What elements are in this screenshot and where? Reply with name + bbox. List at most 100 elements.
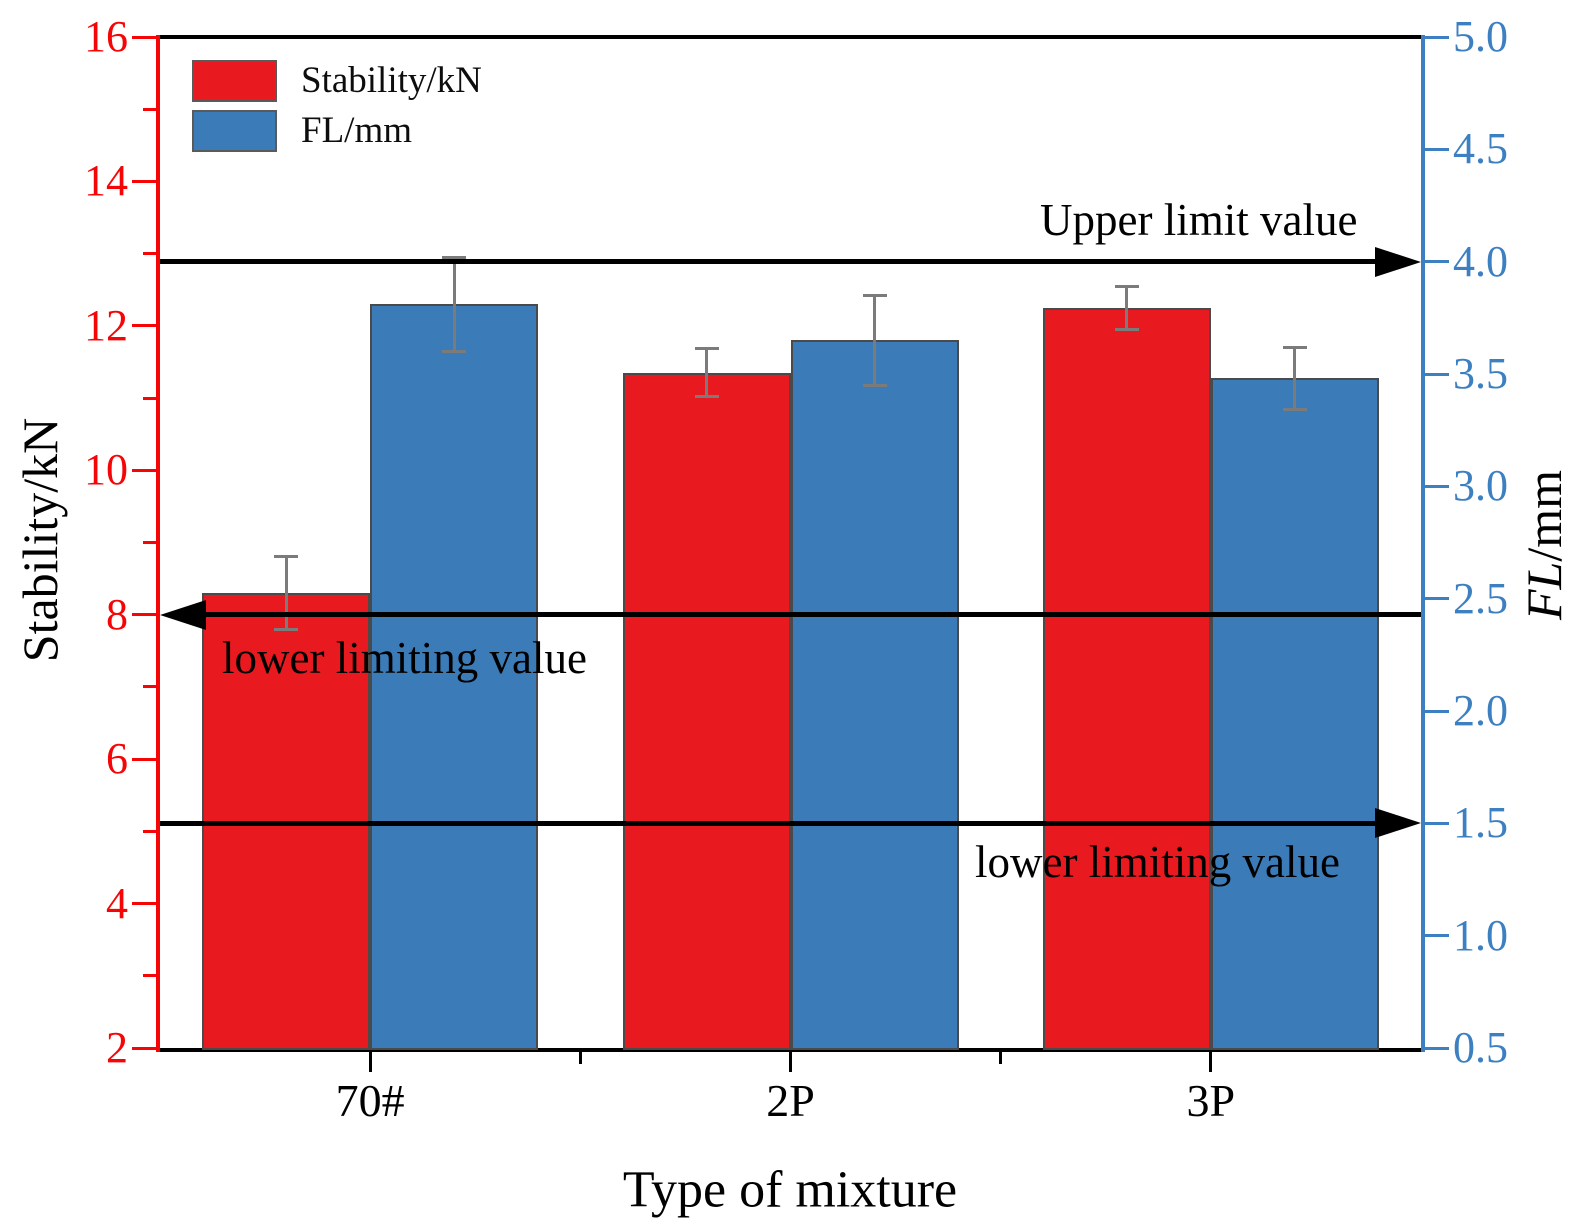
error-bar-cap-bottom [694, 395, 719, 399]
fl-lower-limit-line-arrowhead [1375, 808, 1421, 839]
left-axis-minor-tick [143, 829, 156, 833]
x-axis-tick-label: 70# [335, 1075, 405, 1126]
right-axis-tick-label: 4.0 [1453, 236, 1508, 286]
right-axis-major-tick [1425, 597, 1449, 601]
error-bar-cap-top [1282, 345, 1307, 349]
plot-frame-top [156, 35, 1425, 39]
left-axis-line [156, 35, 160, 1052]
right-axis-tick-label: 1.5 [1453, 798, 1508, 848]
left-axis-tick-label: 12 [84, 300, 128, 350]
bar-stability-kn-3p [1042, 307, 1211, 1050]
left-axis-major-tick [132, 1046, 156, 1050]
error-bar-cap-top [442, 255, 467, 259]
right-axis-tick-label: 3.0 [1453, 461, 1508, 511]
bar-fl-mm-3p [1210, 378, 1379, 1050]
left-axis-tick-label: 8 [106, 589, 128, 639]
left-axis-major-tick [132, 468, 156, 472]
x-axis-label: Type of mixture [622, 1161, 958, 1219]
x-axis-minor-tick [578, 1052, 582, 1064]
right-axis-label: FL/mm [1515, 470, 1573, 620]
left-axis-tick-label: 4 [106, 878, 128, 928]
right-axis-line [1421, 35, 1425, 1052]
legend-item-fl: FL/mm [192, 106, 482, 156]
error-bar-2p [705, 348, 708, 397]
left-axis-minor-tick [143, 685, 156, 689]
error-bar-3p [1125, 286, 1129, 330]
right-axis-major-tick [1425, 35, 1449, 39]
left-axis-tick-label: 2 [106, 1023, 128, 1072]
upper-limit-line-arrowhead [1375, 246, 1421, 277]
left-axis-major-tick [132, 35, 156, 39]
error-bar-cap-top [862, 293, 887, 297]
right-axis-tick-label: 0.5 [1453, 1023, 1508, 1072]
right-axis-major-tick [1425, 821, 1449, 825]
left-axis-major-tick [132, 324, 156, 328]
bar-fl-mm-70 [370, 304, 539, 1050]
legend-swatch-fl [192, 110, 277, 152]
right-axis-label-italic-part: FL [1516, 561, 1572, 621]
left-axis-minor-tick [143, 396, 156, 400]
legend-label-fl: FL/mm [301, 110, 413, 151]
right-axis-major-tick [1425, 484, 1449, 488]
left-axis-major-tick [132, 902, 156, 906]
left-axis-tick-label: 14 [84, 156, 128, 206]
legend-swatch-stability [192, 60, 277, 102]
left-axis-tick-label: 6 [106, 734, 128, 784]
right-axis-tick-label: 2.5 [1453, 573, 1508, 623]
left-axis-tick-label: 10 [84, 445, 128, 495]
left-axis-minor-tick [143, 974, 156, 978]
left-axis-major-tick [132, 757, 156, 761]
x-axis-tick-label: 3P [1186, 1075, 1236, 1126]
right-axis-major-tick [1425, 147, 1449, 151]
error-bar-cap-bottom [862, 383, 887, 387]
bar-fl-mm-2p [790, 340, 959, 1050]
error-bar-cap-top [1114, 284, 1139, 288]
right-axis-tick-label: 1.0 [1453, 910, 1508, 960]
left-axis-minor-tick [143, 541, 156, 544]
right-axis-tick-label: 3.5 [1453, 349, 1508, 398]
right-axis-major-tick [1425, 1046, 1449, 1050]
stability-lower-limit-line-arrowhead [160, 599, 206, 630]
right-axis-major-tick [1425, 934, 1449, 938]
right-axis-tick-label: 2.0 [1453, 686, 1508, 735]
error-bar-cap-bottom [442, 350, 467, 354]
error-bar-3p [1293, 347, 1297, 410]
x-axis-major-tick [789, 1052, 792, 1072]
right-axis-tick-label: 5.0 [1453, 12, 1508, 61]
fl-lower-limit-line [160, 820, 1377, 826]
x-axis-major-tick [368, 1052, 372, 1072]
error-bar-70 [452, 257, 456, 352]
right-axis-label-unit-part: /mm [1516, 469, 1572, 562]
stability-lower-limit-label: lower limiting value [222, 633, 587, 683]
error-bar-70 [284, 556, 288, 630]
error-bar-cap-bottom [1114, 327, 1139, 331]
x-axis-major-tick [1209, 1052, 1213, 1072]
legend-label-stability: Stability/kN [301, 60, 482, 101]
x-axis-minor-tick [999, 1052, 1003, 1064]
x-axis-tick-label: 2P [766, 1075, 815, 1126]
left-axis-label: Stability/kN [12, 417, 68, 663]
legend-item-stability: Stability/kN [192, 56, 482, 106]
error-bar-2p [873, 295, 876, 386]
right-axis-major-tick [1425, 260, 1449, 264]
upper-limit-label: Upper limit value [1040, 195, 1358, 245]
left-axis-major-tick [132, 179, 156, 183]
left-axis-major-tick [132, 613, 156, 617]
right-axis-tick-label: 4.5 [1453, 124, 1508, 174]
left-axis-minor-tick [143, 252, 156, 256]
bar-stability-kn-2p [622, 372, 791, 1050]
error-bar-cap-top [694, 347, 719, 351]
error-bar-cap-bottom [1282, 408, 1307, 412]
x-axis-line [156, 1048, 1425, 1052]
right-axis-major-tick [1425, 372, 1449, 376]
legend: Stability/kN FL/mm [192, 56, 482, 156]
stability-lower-limit-line [204, 612, 1421, 618]
left-axis-minor-tick [143, 107, 156, 111]
right-axis-major-tick [1425, 709, 1449, 713]
fl-lower-limit-label: lower limiting value [975, 837, 1340, 887]
error-bar-cap-top [274, 555, 299, 559]
error-bar-cap-bottom [274, 627, 299, 631]
left-axis-tick-label: 16 [84, 12, 128, 61]
upper-limit-line [160, 259, 1377, 265]
